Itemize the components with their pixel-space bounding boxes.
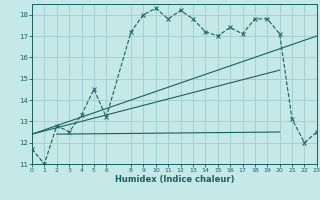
X-axis label: Humidex (Indice chaleur): Humidex (Indice chaleur): [115, 175, 234, 184]
